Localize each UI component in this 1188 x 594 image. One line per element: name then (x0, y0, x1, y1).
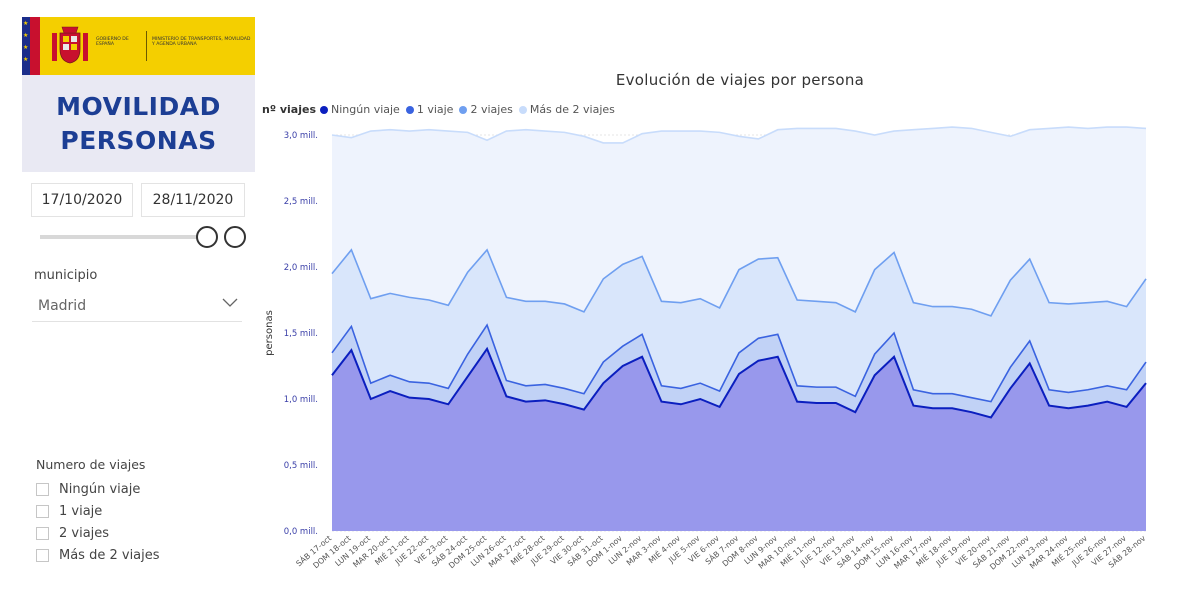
legend-label: 1 viaje (416, 103, 454, 116)
legend-dot (518, 105, 527, 114)
viajes-filter-title: Numero de viajes (36, 457, 146, 472)
y-tick-label: 1,5 mill. (284, 329, 318, 339)
checkbox-box[interactable] (36, 483, 49, 496)
date-range-slider-track[interactable] (40, 235, 208, 239)
series-line-1 (331, 323, 1147, 403)
checkbox-1-viaje[interactable]: 1 viaje (36, 504, 102, 519)
legend-item[interactable]: 1 viaje (405, 103, 454, 116)
legend-dot (405, 105, 414, 114)
y-tick-label: 1,0 mill. (284, 395, 318, 405)
checkbox-label: 2 viajes (59, 526, 110, 541)
checkbox-label: 1 viaje (59, 504, 103, 519)
y-axis-label: personas (264, 310, 275, 356)
series-line-3 (331, 126, 1147, 144)
legend-item[interactable]: Más de 2 viajes (518, 103, 615, 116)
series-line-2 (331, 248, 1147, 317)
legend-dot (459, 105, 468, 114)
legend-title: nº viajes (262, 103, 317, 116)
start-date-input[interactable]: 17/10/2020 (31, 183, 133, 217)
gov-header-logo: ★ ★ ★ ★ GOBIERNO DE ESPAÑA MINISTERIO DE… (22, 17, 255, 75)
checkbox-2-viajes[interactable]: 2 viajes (36, 526, 109, 541)
series-line-0 (331, 346, 1147, 419)
legend-dot (320, 105, 329, 114)
chevron-down-icon (222, 298, 238, 307)
municipio-dropdown[interactable]: Madrid (32, 292, 242, 322)
checkbox-label: Más de 2 viajes (59, 548, 160, 563)
area-2 (332, 249, 1146, 402)
legend-item[interactable]: Ningún viaje (320, 103, 400, 116)
ministry-label: MINISTERIO DE TRANSPORTES, MOVILIDAD Y A… (152, 37, 251, 47)
slider-handle-end[interactable] (224, 226, 246, 248)
end-date-input[interactable]: 28/11/2020 (141, 183, 245, 217)
y-tick-label: 2,0 mill. (284, 263, 318, 273)
checkbox-box[interactable] (36, 505, 49, 518)
coat-of-arms-icon (52, 26, 88, 64)
municipio-value: Madrid (38, 298, 87, 314)
legend-label: 2 viajes (470, 103, 513, 116)
y-tick-label: 0,5 mill. (284, 461, 318, 471)
report-title: MOVILIDAD PERSONAS (56, 91, 221, 155)
chart-legend: nº viajes Ningún viaje 1 viaje 2 viajes Más… (262, 103, 621, 116)
area-3 (332, 127, 1146, 316)
slider-handle-start[interactable] (196, 226, 218, 248)
eu-stripe: ★ ★ ★ ★ (22, 17, 30, 75)
stacked-area-chart[interactable]: 0,0 mill. 0,5 mill. 1,0 mill. 1,5 mill. 2,0 … (258, 120, 1188, 594)
checkbox-mas-2-viajes[interactable]: Más de 2 viajes (36, 548, 160, 563)
checkbox-box[interactable] (36, 549, 49, 562)
legend-item[interactable]: 2 viajes (459, 103, 513, 116)
municipio-label: municipio (34, 268, 98, 283)
chart-title: Evolución de viajes por persona (615, 71, 865, 89)
y-tick-label: 2,5 mill. (284, 197, 318, 207)
area-0 (332, 348, 1146, 531)
checkbox-label: Ningún viaje (59, 482, 141, 497)
legend-label: Más de 2 viajes (529, 103, 615, 116)
gov-divider (146, 31, 147, 61)
checkbox-ningun-viaje[interactable]: Ningún viaje (36, 482, 140, 497)
checkbox-box[interactable] (36, 527, 49, 540)
y-tick-label: 3,0 mill. (284, 131, 318, 141)
legend-label: Ningún viaje (331, 103, 400, 116)
y-tick-label: 0,0 mill. (284, 527, 318, 537)
report-title-box: MOVILIDAD PERSONAS (22, 75, 255, 172)
gov-label: GOBIERNO DE ESPAÑA (96, 37, 129, 47)
